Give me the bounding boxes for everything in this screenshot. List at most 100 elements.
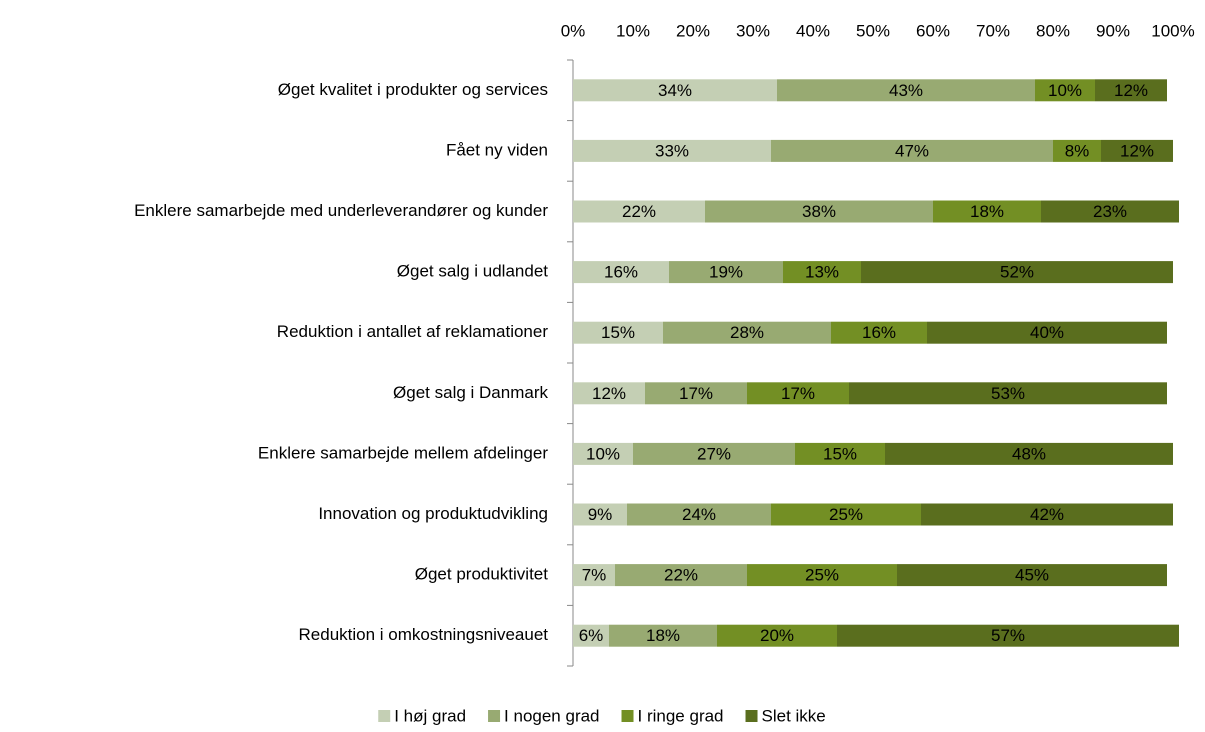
bar-segment	[783, 261, 861, 284]
data-label: 9%	[588, 505, 613, 524]
data-label: 12%	[1120, 141, 1154, 160]
x-tick-label: 20%	[676, 21, 710, 40]
category-label: Enklere samarbejde med underleverandører…	[134, 201, 548, 220]
legend-swatch	[745, 710, 758, 722]
bar-segment	[771, 503, 921, 526]
data-label: 42%	[1030, 505, 1064, 524]
data-label: 12%	[592, 384, 626, 403]
data-label: 52%	[1000, 263, 1034, 282]
bar-segment	[747, 564, 897, 587]
data-label: 57%	[991, 626, 1025, 645]
data-label: 48%	[1012, 444, 1046, 463]
category-label: Øget salg i Danmark	[393, 383, 548, 402]
data-label: 53%	[991, 384, 1025, 403]
bar-segment	[645, 382, 747, 405]
bar-segment	[573, 442, 633, 465]
bar-segment	[615, 564, 747, 587]
x-tick-label: 10%	[616, 21, 650, 40]
x-tick-label: 30%	[736, 21, 770, 40]
bar-segment	[573, 79, 777, 102]
bar-segment	[663, 321, 831, 344]
category-label: Reduktion i antallet af reklamationer	[277, 322, 549, 341]
bar-segment	[573, 321, 663, 344]
x-tick-label: 70%	[976, 21, 1010, 40]
data-label: 33%	[655, 141, 689, 160]
data-label: 38%	[802, 202, 836, 221]
bar-segment	[1035, 79, 1095, 102]
legend-label: I nogen grad	[504, 706, 599, 725]
bar-segment	[771, 139, 1053, 162]
bar-segment	[795, 442, 885, 465]
data-label: 6%	[579, 626, 604, 645]
x-tick-label: 0%	[561, 21, 586, 40]
bar-segment	[705, 200, 933, 223]
bar-segment	[573, 624, 609, 647]
category-label: Øget produktivitet	[415, 565, 549, 584]
data-label: 8%	[1065, 141, 1090, 160]
data-label: 15%	[601, 323, 635, 342]
bar-segment	[633, 442, 795, 465]
category-label: Øget salg i udlandet	[397, 262, 548, 281]
data-label: 25%	[805, 566, 839, 585]
legend-label: Slet ikke	[762, 706, 826, 725]
x-tick-label: 80%	[1036, 21, 1070, 40]
data-label: 18%	[646, 626, 680, 645]
bar-segment	[717, 624, 837, 647]
bar-segment	[573, 261, 669, 284]
bar-segment	[1101, 139, 1173, 162]
bar-segment	[933, 200, 1041, 223]
bar-segment	[921, 503, 1173, 526]
data-label: 19%	[709, 263, 743, 282]
bar-segment	[885, 442, 1173, 465]
data-label: 18%	[970, 202, 1004, 221]
data-label: 28%	[730, 323, 764, 342]
data-label: 23%	[1093, 202, 1127, 221]
data-label: 40%	[1030, 323, 1064, 342]
x-tick-label: 90%	[1096, 21, 1130, 40]
bar-segment	[1095, 79, 1167, 102]
data-label: 15%	[823, 444, 857, 463]
bar-segment	[609, 624, 717, 647]
data-label: 12%	[1114, 81, 1148, 100]
data-label: 43%	[889, 81, 923, 100]
bar-segment	[573, 564, 615, 587]
bar-segment	[573, 200, 705, 223]
data-label: 17%	[679, 384, 713, 403]
bar-segment	[1041, 200, 1179, 223]
legend-label: I høj grad	[394, 706, 466, 725]
data-label: 10%	[1048, 81, 1082, 100]
bar-segment	[831, 321, 927, 344]
data-label: 20%	[760, 626, 794, 645]
data-label: 27%	[697, 444, 731, 463]
bar-segment	[927, 321, 1167, 344]
data-label: 22%	[622, 202, 656, 221]
legend-swatch	[621, 710, 634, 722]
category-label: Reduktion i omkostningsniveauet	[299, 625, 549, 644]
x-tick-label: 100%	[1151, 21, 1194, 40]
bar-segment	[837, 624, 1179, 647]
data-label: 7%	[582, 566, 607, 585]
x-tick-label: 60%	[916, 21, 950, 40]
bar-segment	[573, 139, 771, 162]
data-label: 25%	[829, 505, 863, 524]
category-label: Enklere samarbejde mellem afdelinger	[258, 443, 548, 462]
category-label: Innovation og produktudvikling	[318, 504, 548, 523]
legend-swatch	[488, 710, 501, 722]
data-label: 10%	[586, 444, 620, 463]
data-label: 45%	[1015, 566, 1049, 585]
data-label: 24%	[682, 505, 716, 524]
data-label: 16%	[604, 263, 638, 282]
x-tick-label: 40%	[796, 21, 830, 40]
legend-label: I ringe grad	[638, 706, 724, 725]
bar-segment	[669, 261, 783, 284]
bar-segment	[627, 503, 771, 526]
bar-segment	[573, 382, 645, 405]
data-label: 17%	[781, 384, 815, 403]
data-label: 22%	[664, 566, 698, 585]
x-tick-label: 50%	[856, 21, 890, 40]
bar-segment	[897, 564, 1167, 587]
category-label: Øget kvalitet i produkter og services	[278, 80, 548, 99]
data-label: 34%	[658, 81, 692, 100]
bar-segment	[861, 261, 1173, 284]
bar-segment	[747, 382, 849, 405]
